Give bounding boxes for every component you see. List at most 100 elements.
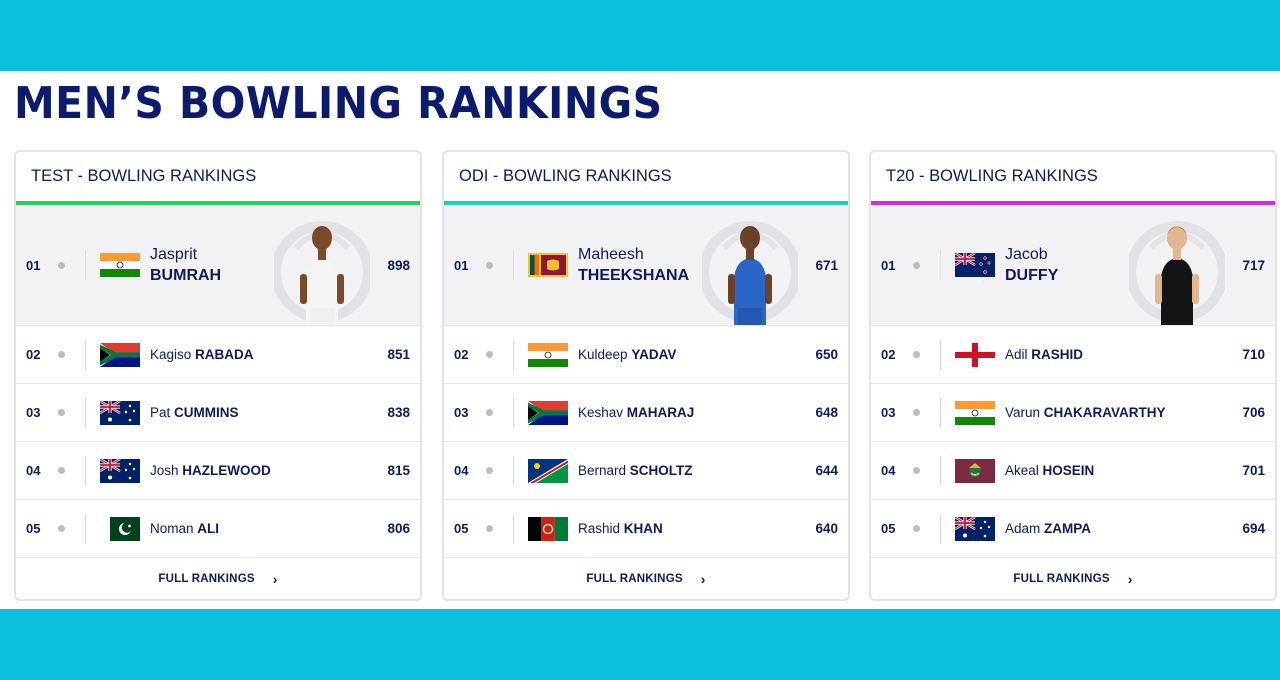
ranking-row[interactable]: 05 Adam ZAMPA 694	[871, 500, 1275, 558]
movement-indicator-icon	[913, 467, 920, 474]
ranking-row[interactable]: 02 Kuldeep YADAV 650	[444, 326, 848, 384]
movement-indicator-icon	[58, 467, 65, 474]
rating-points: 717	[1242, 257, 1265, 273]
player-last-name: RABADA	[195, 347, 254, 362]
divider	[513, 513, 514, 544]
rank-number: 02	[26, 347, 41, 362]
ranking-row[interactable]: 04 Josh HAZLEWOOD 815	[16, 442, 420, 500]
player-last-name: THEEKSHANA	[578, 267, 690, 284]
player-name[interactable]: Pat CUMMINS	[150, 405, 239, 420]
divider	[85, 339, 86, 370]
rank-number: 05	[881, 521, 896, 536]
top-ranked-row[interactable]: 01 Jacob DUFFY 717	[871, 205, 1275, 326]
player-name[interactable]: Keshav MAHARAJ	[578, 405, 694, 420]
player-last-name: HAZLEWOOD	[182, 463, 271, 478]
player-name[interactable]: Maheesh THEEKSHANA	[578, 244, 689, 286]
full-rankings-link[interactable]: FULL RANKINGS ›	[16, 558, 420, 599]
full-rankings-link[interactable]: FULL RANKINGS ›	[871, 558, 1275, 599]
player-name[interactable]: Jacob DUFFY	[1005, 244, 1058, 286]
south-africa-flag-icon	[100, 342, 140, 367]
movement-indicator-icon	[486, 525, 493, 532]
player-name[interactable]: Akeal HOSEIN	[1005, 463, 1094, 478]
rank-number: 04	[881, 463, 896, 478]
rank-number: 01	[881, 257, 896, 273]
divider	[85, 397, 86, 428]
player-last-name: MAHARAJ	[626, 405, 695, 420]
bottom-banner	[0, 609, 1280, 680]
full-rankings-link[interactable]: FULL RANKINGS ›	[444, 558, 848, 599]
movement-indicator-icon	[58, 351, 65, 358]
t20-card-header: T20 - BOWLING RANKINGS	[871, 152, 1275, 205]
ranking-row[interactable]: 05 Noman ALI 806	[16, 500, 420, 558]
ranking-row[interactable]: 02 Adil RASHID 710	[871, 326, 1275, 384]
movement-indicator-icon	[913, 409, 920, 416]
ranking-row[interactable]: 04 Bernard SCHOLTZ 644	[444, 442, 848, 500]
pakistan-flag-icon	[100, 516, 140, 541]
player-name[interactable]: Varun CHAKARAVARTHY	[1005, 405, 1166, 420]
rank-number: 02	[881, 347, 896, 362]
rank-number: 01	[26, 257, 41, 273]
ranking-row[interactable]: 03 Pat CUMMINS 838	[16, 384, 420, 442]
test-rankings-card: TEST - BOWLING RANKINGS 01 Jasprit BUMRAH 89…	[14, 150, 422, 601]
india-flag-icon	[955, 400, 995, 425]
rating-points: 898	[387, 257, 410, 273]
full-rankings-label: FULL RANKINGS	[158, 573, 255, 585]
rating-points: 815	[387, 463, 410, 478]
player-name[interactable]: Noman ALI	[150, 521, 219, 536]
player-last-name: DUFFY	[1005, 267, 1059, 284]
player-last-name: YADAV	[631, 347, 677, 362]
player-last-name: SCHOLTZ	[629, 463, 693, 478]
player-first-name: Kuldeep	[578, 347, 628, 362]
player-first-name: Maheesh	[578, 246, 644, 263]
player-last-name: CUMMINS	[174, 405, 239, 420]
ranking-row[interactable]: 04 Akeal HOSEIN 701	[871, 442, 1275, 500]
rank-number: 05	[454, 521, 469, 536]
chevron-right-icon: ›	[272, 571, 278, 587]
player-last-name: ZAMPA	[1044, 521, 1092, 536]
movement-indicator-icon	[486, 261, 493, 269]
player-last-name: HOSEIN	[1042, 463, 1095, 478]
player-name[interactable]: Adil RASHID	[1005, 347, 1083, 362]
player-name[interactable]: Bernard SCHOLTZ	[578, 463, 693, 478]
player-last-name: RASHID	[1031, 347, 1084, 362]
ranking-row[interactable]: 02 Kagiso RABADA 851	[16, 326, 420, 384]
rating-points: 706	[1242, 405, 1265, 420]
player-name[interactable]: Josh HAZLEWOOD	[150, 463, 271, 478]
player-name[interactable]: Rashid KHAN	[578, 521, 663, 536]
ranking-row[interactable]: 03 Keshav MAHARAJ 648	[444, 384, 848, 442]
top-banner	[0, 0, 1280, 71]
player-name[interactable]: Jasprit BUMRAH	[150, 244, 221, 286]
west-indies-flag-icon	[955, 458, 995, 483]
divider	[940, 250, 941, 280]
rank-number: 05	[26, 521, 41, 536]
australia-flag-icon	[954, 515, 995, 541]
full-rankings-label: FULL RANKINGS	[1013, 573, 1110, 585]
ranking-row[interactable]: 05 Rashid KHAN 640	[444, 500, 848, 558]
player-first-name: Pat	[150, 405, 171, 420]
movement-indicator-icon	[58, 409, 65, 416]
movement-indicator-icon	[913, 261, 920, 269]
rating-points: 644	[815, 463, 838, 478]
player-photo-bumrah	[271, 210, 373, 325]
divider	[85, 250, 86, 280]
rating-points: 694	[1242, 521, 1265, 536]
player-name[interactable]: Kagiso RABADA	[150, 347, 254, 362]
page-title: MEN’S BOWLING RANKINGS	[14, 78, 663, 129]
player-first-name: Varun	[1005, 405, 1041, 420]
top-ranked-row[interactable]: 01 Jasprit BUMRAH 898	[16, 205, 420, 326]
player-first-name: Bernard	[578, 463, 627, 478]
top-ranked-row[interactable]: 01 Maheesh THEEKSHANA 671	[444, 205, 848, 326]
south-africa-flag-icon	[528, 400, 568, 425]
chevron-right-icon: ›	[700, 571, 706, 587]
player-name[interactable]: Kuldeep YADAV	[578, 347, 676, 362]
divider	[940, 513, 941, 544]
player-photo-theekshana	[699, 210, 801, 325]
movement-indicator-icon	[913, 525, 920, 532]
new-zealand-flag-icon	[954, 251, 995, 277]
odi-rankings-card: ODI - BOWLING RANKINGS 01 Maheesh THEEKSHAN…	[442, 150, 850, 601]
afghanistan-flag-icon	[528, 516, 568, 541]
ranking-row[interactable]: 03 Varun CHAKARAVARTHY 706	[871, 384, 1275, 442]
player-name[interactable]: Adam ZAMPA	[1005, 521, 1091, 536]
rating-points: 838	[387, 405, 410, 420]
player-first-name: Noman	[150, 521, 194, 536]
